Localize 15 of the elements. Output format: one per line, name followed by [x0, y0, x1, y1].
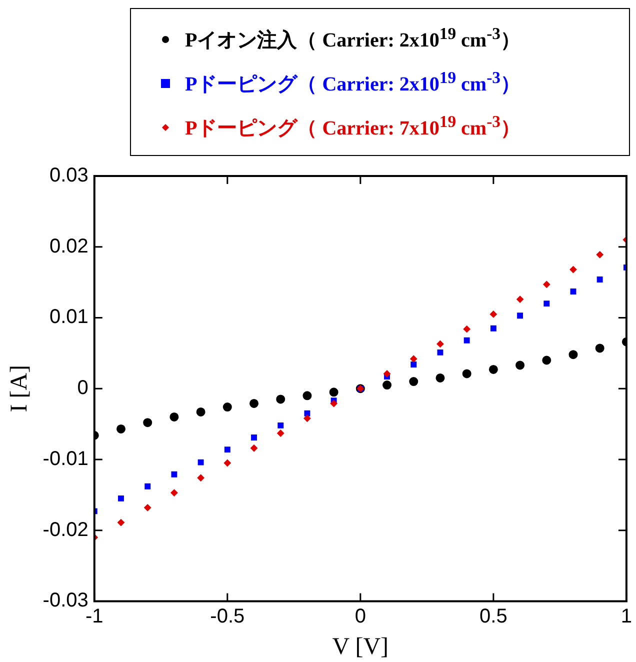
y-tick-label: -0.02: [42, 518, 88, 541]
x-axis-title: V [V]: [332, 634, 389, 660]
legend-label: Pドーピング（ Carrier: 7x10$^{19}$ cm$^{-3}$）: [185, 112, 520, 142]
legend-label: Pイオン注入（ Carrier: 2x10$^{19}$ cm$^{-3}$）: [185, 24, 520, 54]
y-tick-label: 0.03: [49, 164, 88, 187]
y-tick-label: 0.01: [49, 306, 88, 328]
x-tick-label: 1: [620, 606, 632, 628]
x-tick-label: -0.5: [210, 606, 245, 628]
y-tick-label: 0.02: [49, 235, 88, 258]
y-axis-title: I [A]: [6, 364, 33, 412]
x-tick-label: 0.5: [480, 606, 508, 628]
y-tick-label: 0: [77, 377, 88, 400]
legend-label: Pドーピング（ Carrier: 2x10$^{19}$ cm$^{-3}$）: [185, 68, 520, 98]
y-tick-label: -0.01: [42, 448, 88, 470]
x-tick-label: 0: [354, 606, 366, 628]
